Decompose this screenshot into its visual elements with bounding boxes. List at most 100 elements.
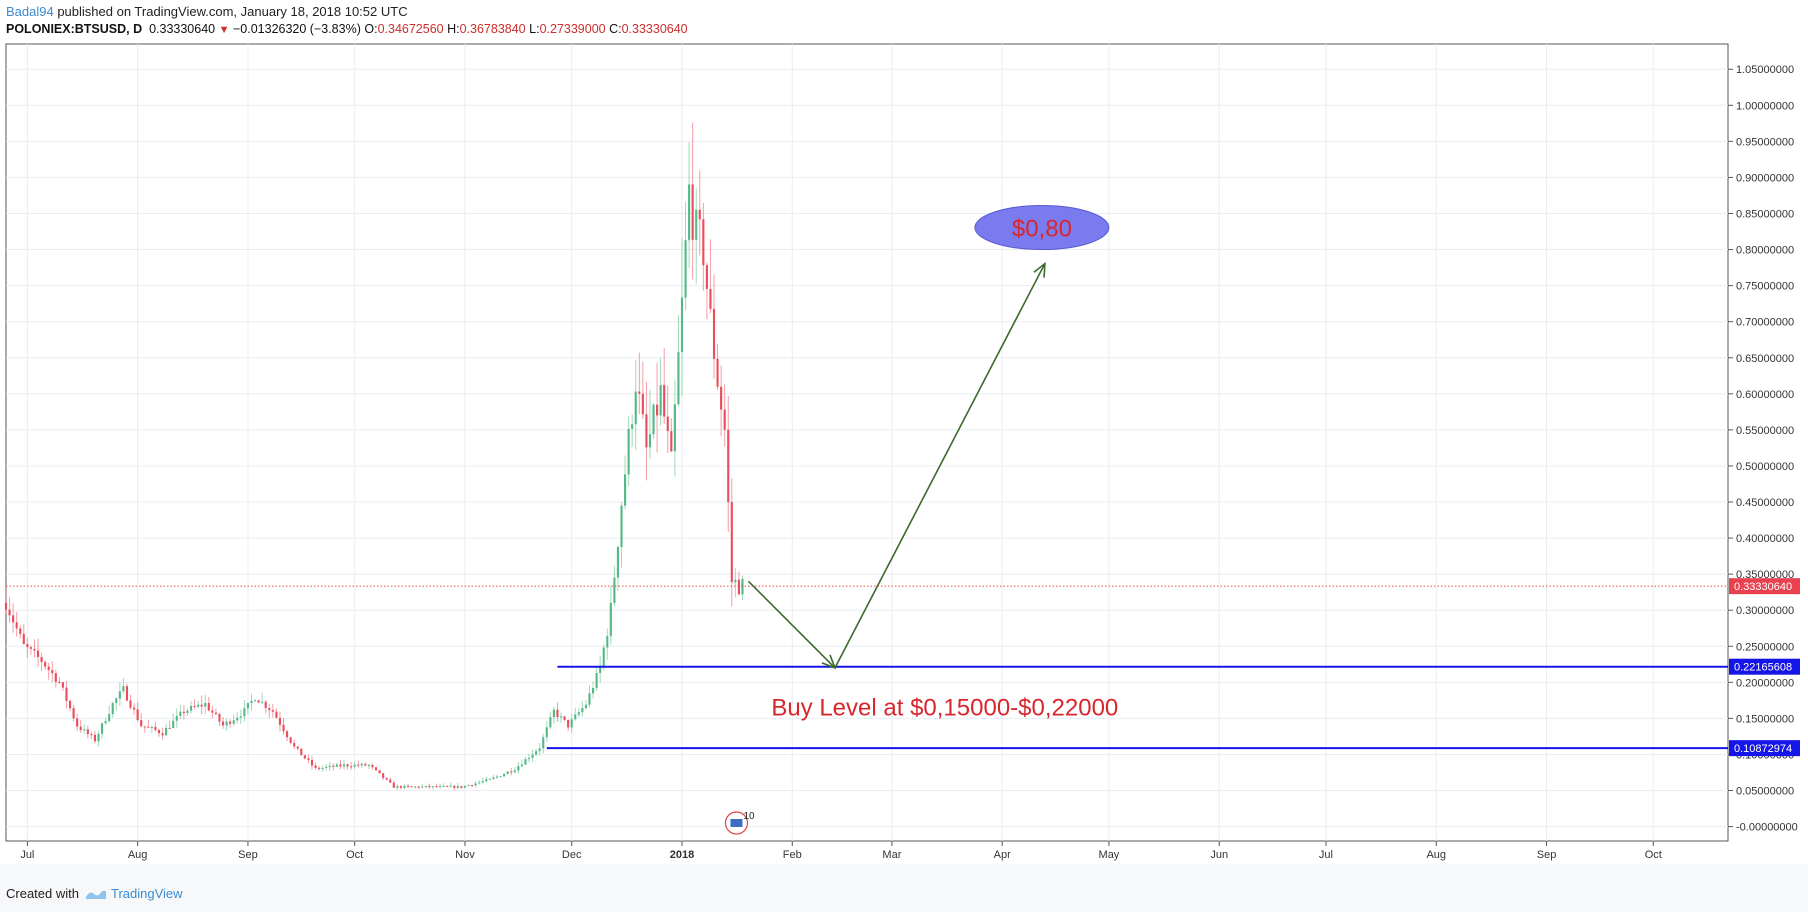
candle-body [278, 717, 282, 725]
candle-body [157, 730, 161, 734]
author-link[interactable]: Badal94 [6, 4, 54, 19]
candle-body [652, 404, 655, 435]
x-tick-label: Nov [455, 849, 475, 861]
candle-body [4, 602, 8, 610]
candle-body [275, 711, 278, 718]
candle-body [175, 715, 178, 721]
last-price: 0.33330640 [149, 22, 216, 36]
candle-body [218, 714, 221, 722]
down-arrow-line [747, 580, 836, 669]
x-tick-label: 2018 [670, 849, 694, 861]
candle-body [556, 709, 559, 718]
last-price-badge-text: 0.33330640 [1734, 581, 1792, 593]
candle-body [374, 767, 378, 771]
drawings[interactable]: $0,80 Buy Level at $0,15000-$0,22000 10 [6, 205, 1728, 835]
high-label: H: [447, 22, 460, 36]
candle-body [431, 786, 435, 788]
candle-body [79, 726, 82, 731]
candle-body [76, 718, 79, 727]
candle-body [264, 701, 267, 709]
price-chart[interactable]: $0,80 Buy Level at $0,15000-$0,22000 10 -0… [0, 0, 1808, 864]
candle-body [702, 219, 705, 266]
candle-body [595, 672, 598, 688]
y-tick-label: 0.35000000 [1736, 569, 1794, 581]
candle-body [168, 727, 171, 729]
candle-body [549, 717, 552, 728]
up-arrow-line [834, 263, 1046, 669]
candle-body [542, 737, 545, 749]
candle-body [136, 709, 139, 721]
candle-body [737, 579, 740, 595]
up-arrow-head [1033, 261, 1046, 278]
level-price-badge-text: 0.22165608 [1734, 662, 1792, 674]
candle-body [435, 786, 438, 788]
candle-body [485, 779, 488, 782]
candle-body [193, 706, 196, 708]
candle-body [86, 729, 89, 735]
price-change: −0.01326320 (−3.83%) [232, 22, 361, 36]
x-tick-label: Feb [783, 849, 802, 861]
candle-body [72, 708, 75, 719]
y-tick-label: 0.95000000 [1736, 136, 1794, 148]
candle-body [367, 764, 370, 766]
candle-body [670, 431, 673, 452]
candle-body [552, 709, 555, 718]
tradingview-logo-icon [85, 890, 106, 899]
y-tick-label: 0.75000000 [1736, 281, 1794, 293]
candle-body [396, 786, 399, 788]
y-tick-label: 0.05000000 [1736, 786, 1794, 798]
candle-body [229, 721, 232, 724]
candle-body [29, 647, 32, 649]
candle-body [261, 701, 264, 703]
candle-body [243, 708, 246, 717]
y-tick-label: 0.45000000 [1736, 497, 1794, 509]
flag-icon [730, 819, 743, 827]
candle-body [154, 726, 157, 731]
candle-body [318, 767, 321, 769]
candle-body [115, 698, 118, 703]
candle-body [438, 786, 442, 788]
candle-body [44, 661, 47, 667]
candle-body [442, 785, 445, 787]
tradingview-brand-link[interactable]: TradingView [85, 886, 183, 901]
low-value: 0.27339000 [539, 22, 606, 36]
candle-body [15, 622, 18, 629]
candle-body [40, 657, 43, 662]
candle-body [577, 712, 580, 715]
candle-body [712, 308, 716, 359]
x-tick-label: Aug [1426, 849, 1446, 861]
candle-body [182, 711, 185, 713]
y-tick-label: 0.15000000 [1736, 713, 1794, 725]
y-tick-label: 0.85000000 [1736, 208, 1794, 220]
candle-body [659, 385, 662, 416]
x-tick-label: Sep [238, 849, 258, 861]
candle-body [325, 766, 328, 768]
candle-body [648, 434, 652, 448]
candle-body [517, 766, 520, 771]
candle-body [204, 702, 207, 707]
candle-body [424, 785, 427, 787]
candle-body [421, 786, 424, 788]
candle-body [574, 714, 577, 720]
footer-band [0, 864, 1808, 912]
candle-body [360, 763, 363, 766]
candle-body [705, 265, 708, 289]
candle-body [232, 720, 235, 724]
grid [6, 44, 1728, 841]
y-tick-label: 0.30000000 [1736, 605, 1794, 617]
candle-body [506, 771, 509, 774]
candle-body [371, 764, 374, 768]
candle-body [727, 429, 730, 503]
candle-body [520, 764, 523, 767]
candle-body [599, 666, 602, 673]
candle-body [378, 770, 381, 774]
candle-body [691, 184, 694, 240]
candle-body [524, 759, 527, 765]
y-tick-label: -0.00000000 [1736, 822, 1798, 834]
candle-body [481, 781, 484, 783]
candle-body [410, 786, 413, 788]
candle-body [310, 760, 314, 766]
candle-body [286, 731, 289, 738]
candle-body [186, 710, 189, 713]
candle-body [33, 648, 36, 651]
